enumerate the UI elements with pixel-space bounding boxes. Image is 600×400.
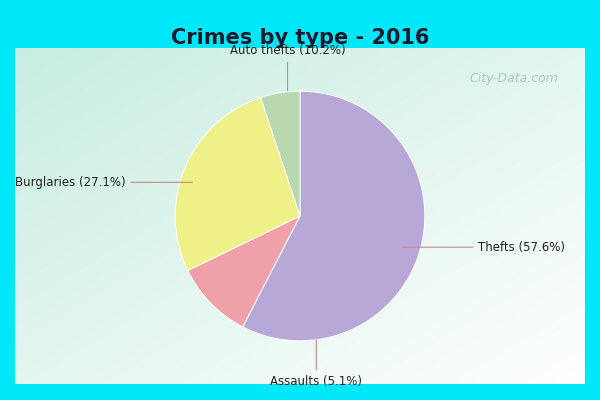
- Text: Assaults (5.1%): Assaults (5.1%): [270, 340, 362, 388]
- Wedge shape: [175, 98, 300, 270]
- Text: Thefts (57.6%): Thefts (57.6%): [403, 241, 565, 254]
- Text: City-Data.com: City-Data.com: [469, 72, 558, 85]
- Text: Crimes by type - 2016: Crimes by type - 2016: [171, 28, 429, 48]
- Text: Burglaries (27.1%): Burglaries (27.1%): [14, 176, 193, 189]
- Wedge shape: [242, 91, 425, 341]
- Text: Auto thefts (10.2%): Auto thefts (10.2%): [230, 44, 346, 91]
- Wedge shape: [260, 91, 300, 216]
- Wedge shape: [188, 216, 300, 327]
